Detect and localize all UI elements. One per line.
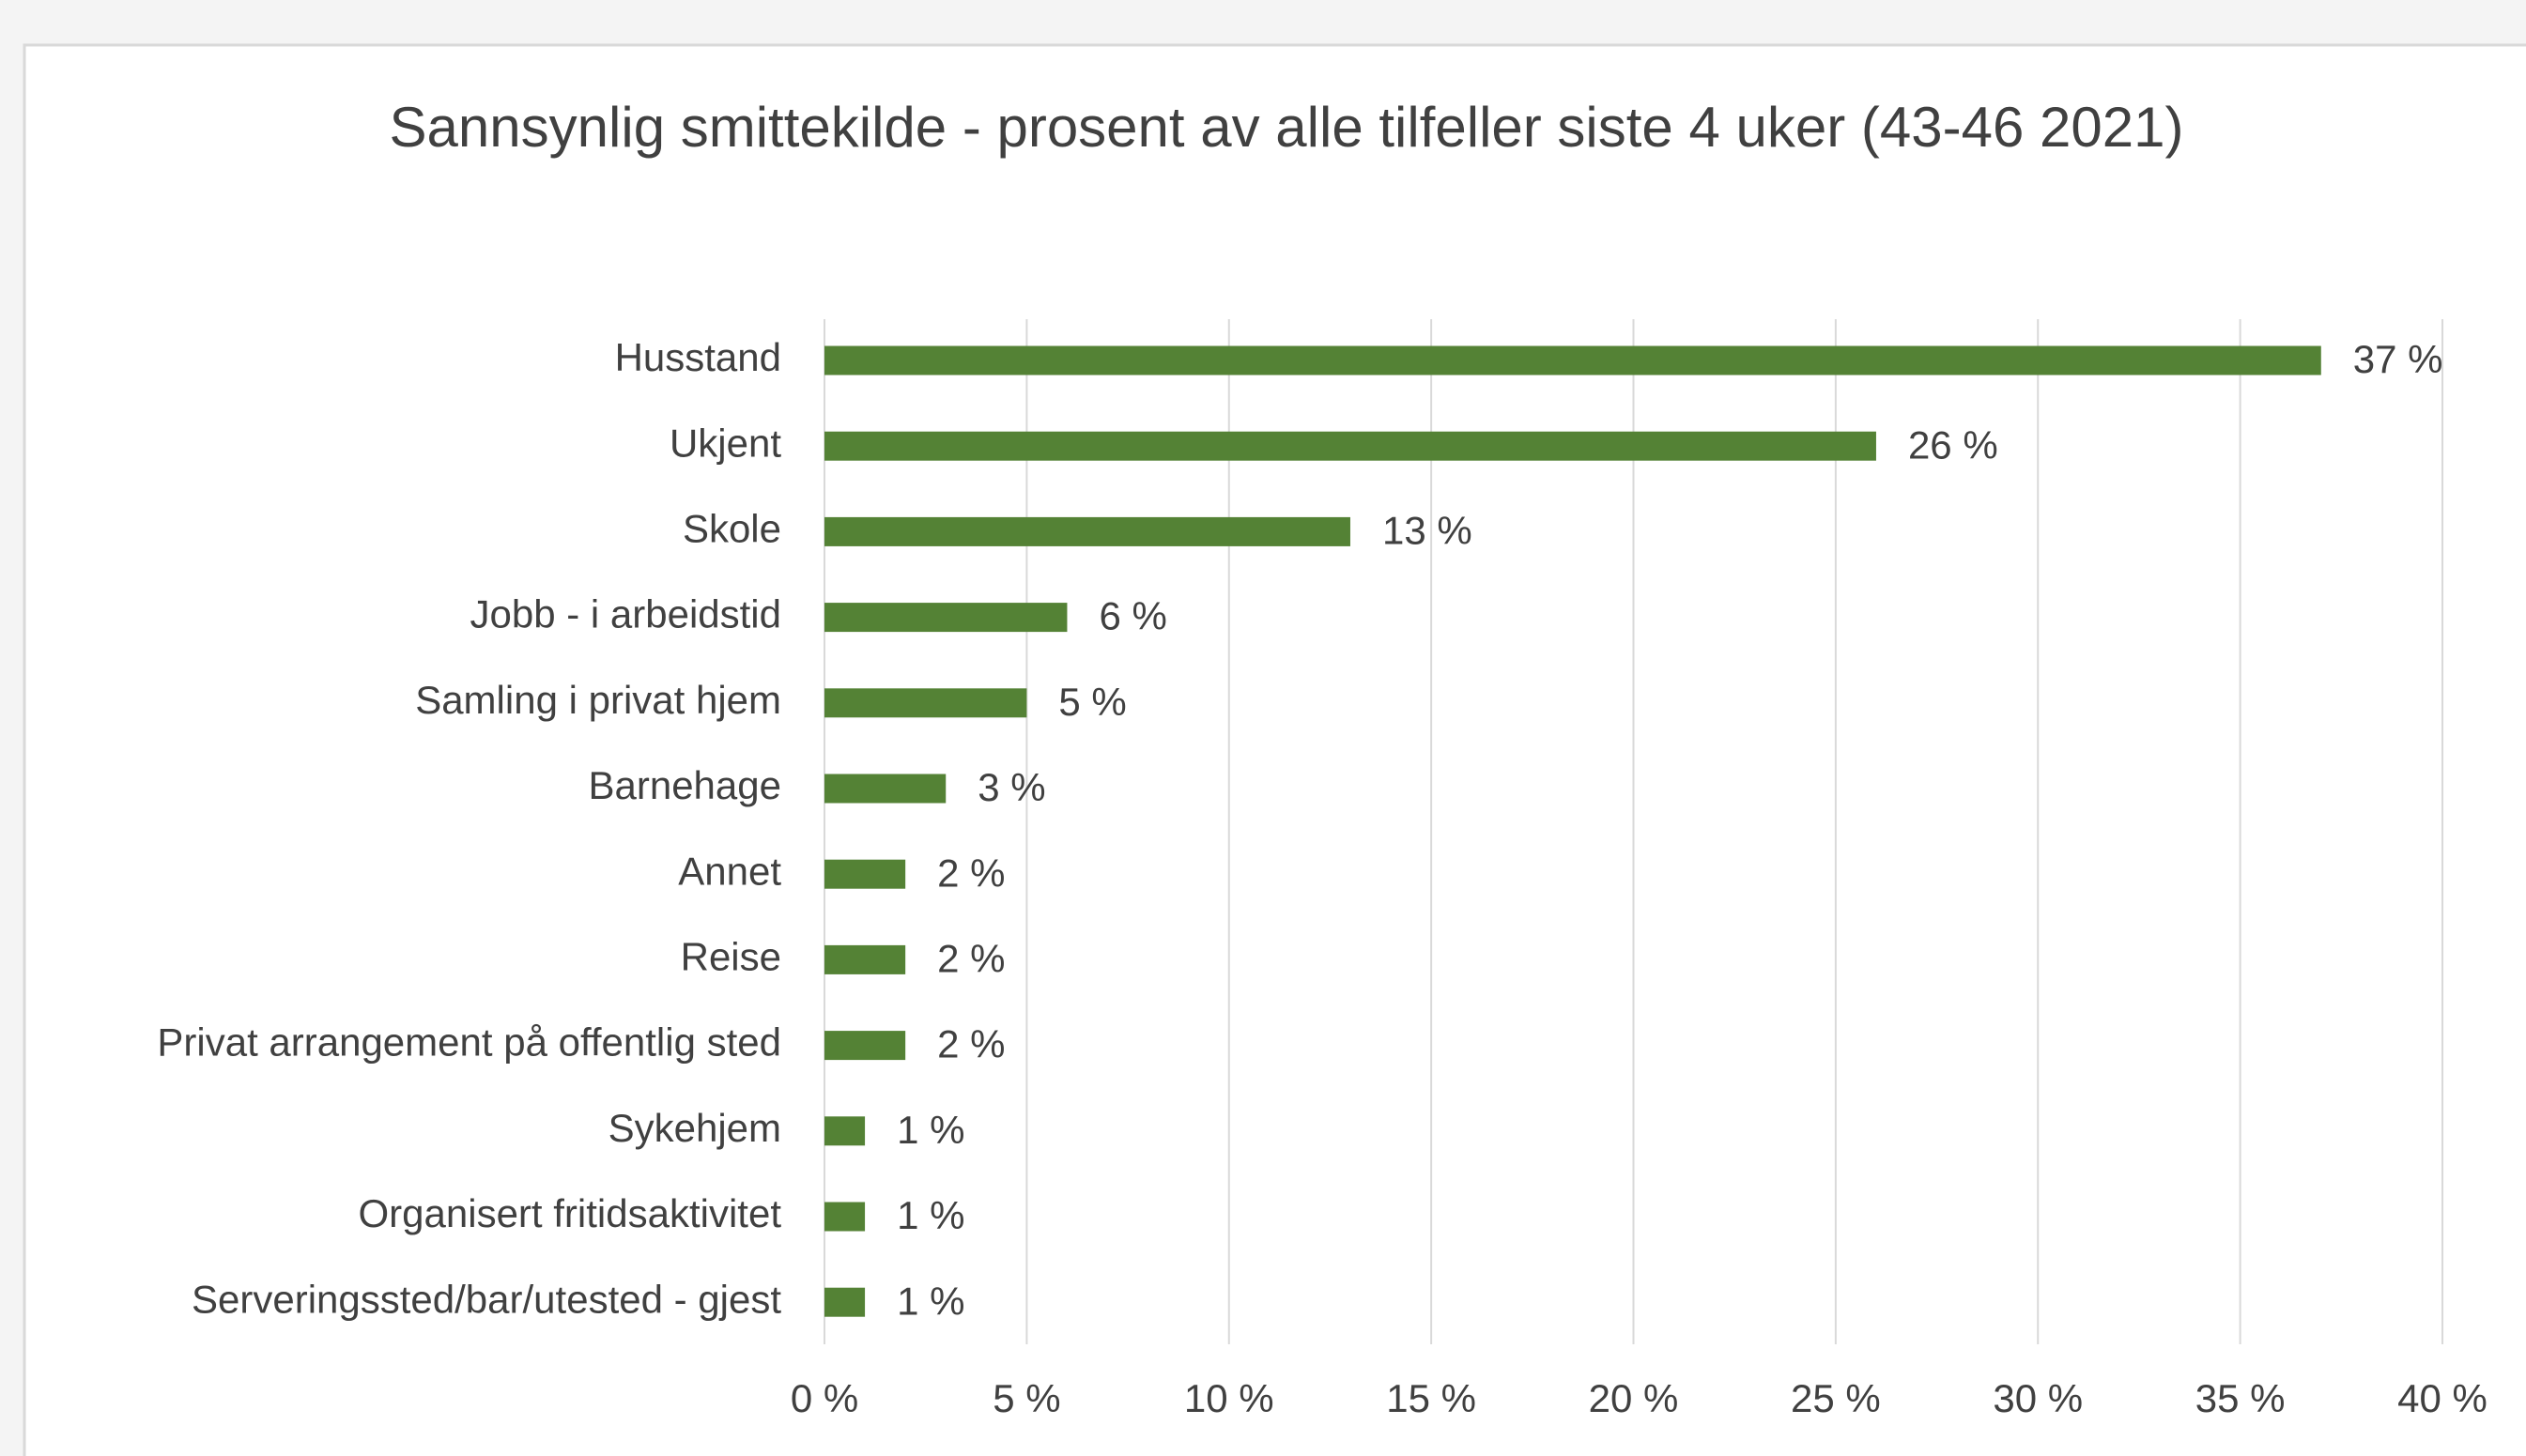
bar xyxy=(824,774,947,804)
x-tick-label: 0 % xyxy=(791,1376,858,1420)
value-label: 1 % xyxy=(897,1108,964,1152)
bar xyxy=(824,1031,906,1061)
bar xyxy=(824,516,1350,546)
y-tick-label: Jobb - i arbeidstid xyxy=(470,592,781,636)
y-tick-label: Organisert fritidsaktivitet xyxy=(359,1191,782,1235)
x-tick-label: 5 % xyxy=(993,1376,1060,1420)
bar xyxy=(824,688,1027,718)
y-tick-label: Ukjent xyxy=(670,421,781,465)
x-tick-label: 30 % xyxy=(1993,1376,2083,1420)
value-label: 1 % xyxy=(897,1193,964,1237)
x-tick-label: 15 % xyxy=(1386,1376,1476,1420)
chart-title: Sannsynlig smittekilde - prosent av alle… xyxy=(389,96,2184,159)
bar xyxy=(824,1116,866,1146)
value-label: 2 % xyxy=(937,936,1005,980)
bar xyxy=(824,859,906,889)
bar xyxy=(824,944,906,974)
y-tick-label: Husstand xyxy=(615,335,781,379)
value-label: 37 % xyxy=(2353,337,2443,381)
bar xyxy=(824,1287,866,1317)
x-tick-label: 10 % xyxy=(1184,1376,1274,1420)
x-tick-label: 25 % xyxy=(1791,1376,1881,1420)
bar xyxy=(824,345,2321,375)
bar xyxy=(824,1202,866,1232)
x-tick-label: 40 % xyxy=(2397,1376,2487,1420)
y-tick-label: Sykehjem xyxy=(608,1106,781,1150)
bar xyxy=(824,431,1876,461)
value-label: 1 % xyxy=(897,1279,964,1323)
value-label: 3 % xyxy=(978,765,1045,809)
value-label: 26 % xyxy=(1908,422,1998,467)
y-tick-label: Annet xyxy=(678,849,781,893)
y-tick-label: Reise xyxy=(681,934,781,978)
value-label: 2 % xyxy=(937,1022,1005,1066)
y-tick-label: Privat arrangement på offentlig sted xyxy=(157,1020,781,1065)
x-tick-label: 35 % xyxy=(2195,1376,2286,1420)
value-label: 6 % xyxy=(1099,594,1166,638)
value-label: 5 % xyxy=(1058,680,1126,724)
y-tick-label: Skole xyxy=(683,506,781,550)
value-label: 13 % xyxy=(1382,508,1472,552)
value-label: 2 % xyxy=(937,851,1005,895)
bar xyxy=(824,603,1068,633)
y-tick-label: Barnehage xyxy=(588,763,781,807)
x-tick-label: 20 % xyxy=(1589,1376,1679,1420)
y-tick-label: Serveringssted/bar/utested - gjest xyxy=(192,1277,781,1321)
chart-card xyxy=(23,43,2526,1456)
y-tick-label: Samling i privat hjem xyxy=(415,678,781,722)
